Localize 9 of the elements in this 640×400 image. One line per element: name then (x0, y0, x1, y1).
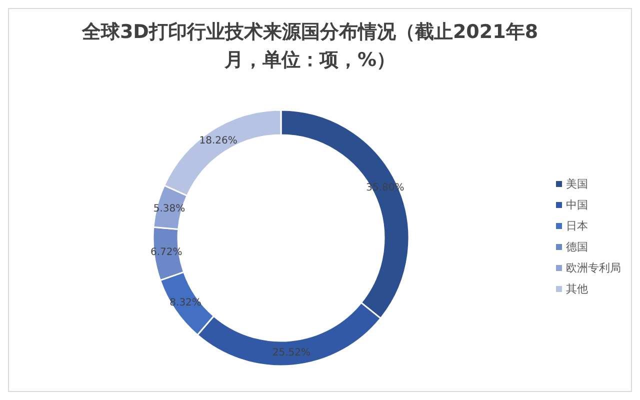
legend-label: 德国 (566, 240, 588, 254)
legend-label: 其他 (566, 282, 588, 296)
legend-label: 欧洲专利局 (566, 262, 621, 274)
legend-label: 中国 (566, 198, 588, 212)
legend-label: 美国 (566, 178, 588, 190)
legend-label: 日本 (566, 220, 588, 232)
data-label: 25.52% (272, 348, 311, 359)
data-label: 18.26% (199, 135, 238, 146)
chart-title: 全球3D打印行业技术来源国分布情况（截止2021年8月，单位：项，%） (80, 21, 538, 71)
